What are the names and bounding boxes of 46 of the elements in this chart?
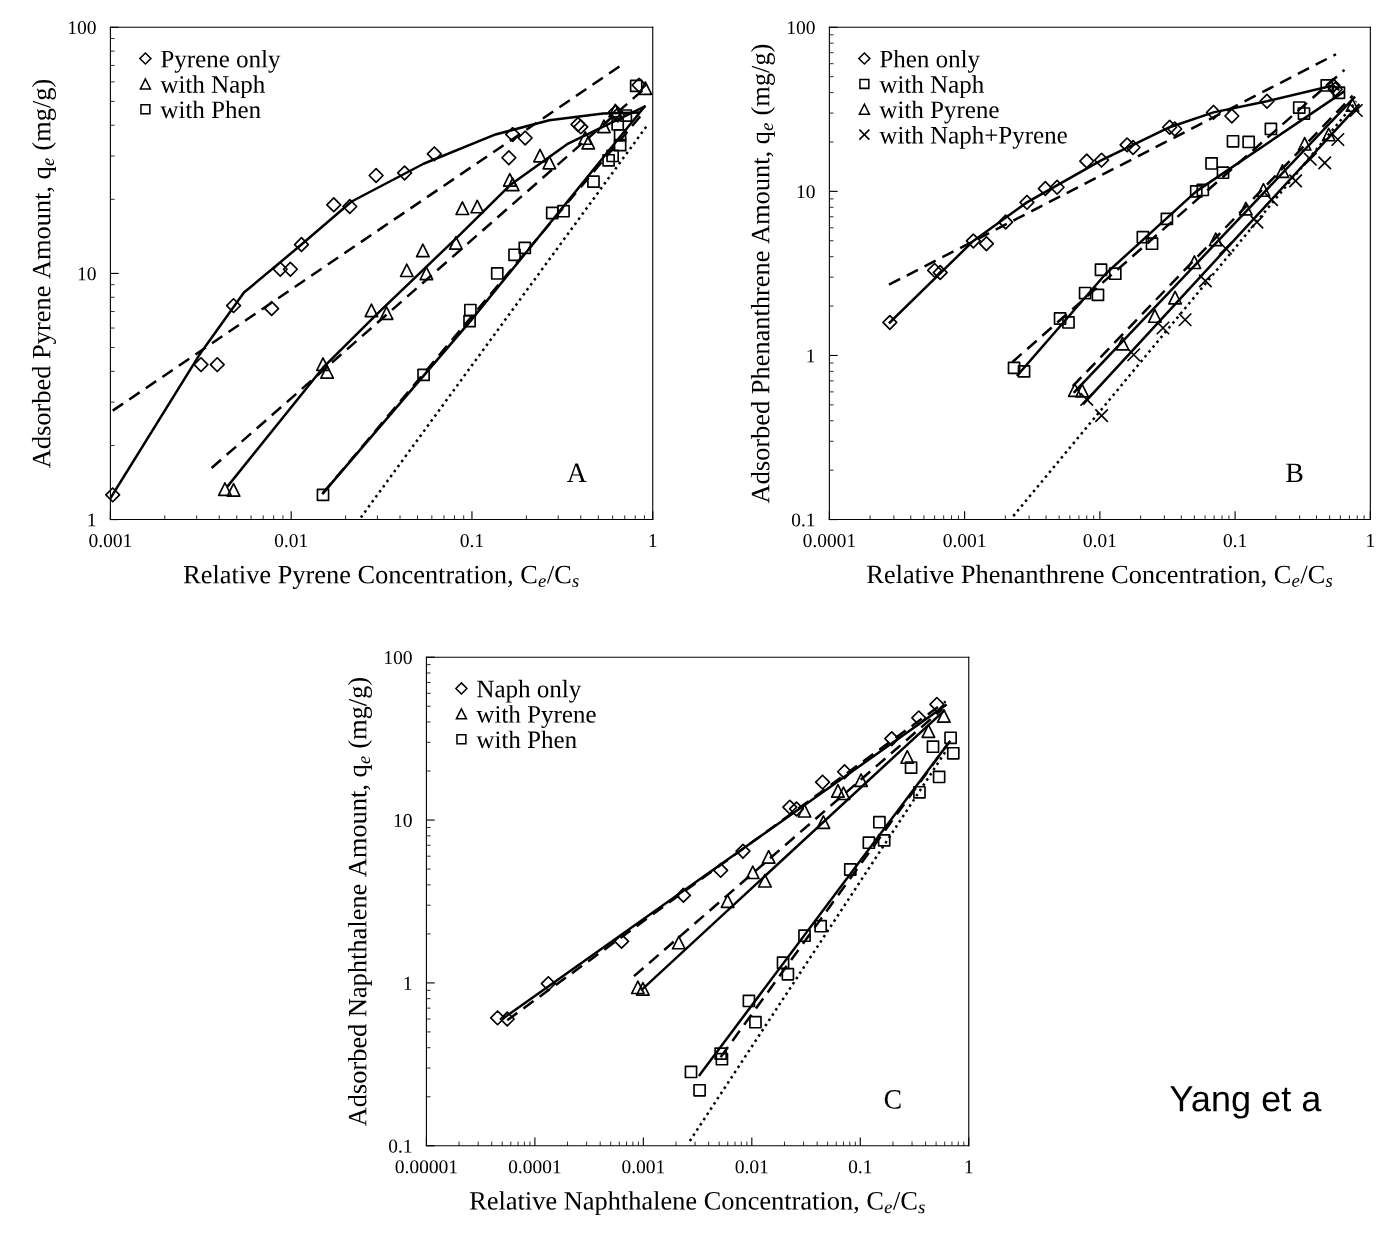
x-tick-label: 0.01 <box>735 1160 768 1174</box>
y-tick-label: 10 <box>78 267 96 281</box>
x-tick-label: 0.001 <box>622 1160 665 1174</box>
y-tick-label: 100 <box>385 651 412 665</box>
y-axis-title: Adsorbed Phenanthrene Amount, q$_{e}$ (mg/g) <box>750 44 775 504</box>
y-tick-label: 0.1 <box>791 513 815 527</box>
y-tick-label: 100 <box>69 21 96 35</box>
y-axis-title: Adsorbed Pyrene Amount, q$_{e}$ (mg/g) <box>31 79 56 468</box>
x-tick-label: 1 <box>1367 534 1375 547</box>
legend-label: Pyrene only <box>161 49 281 73</box>
legend-label: Phen only <box>880 49 980 73</box>
legend-label: with Phen <box>160 100 261 119</box>
x-tick-label: 1 <box>649 534 657 547</box>
x-tick-label: 0.01 <box>1083 534 1116 548</box>
legend-label: Naph only <box>477 679 582 703</box>
x-tick-label: 0.0001 <box>508 1160 561 1174</box>
legend-label: with Pyrene <box>476 705 596 728</box>
x-tick-label: 0.00001 <box>395 1160 457 1174</box>
legend-label: with Phen <box>476 730 577 749</box>
legend-label: with Naph <box>879 75 984 98</box>
y-axis-title: Adsorbed Naphthalene Amount, q$_{e}$ (mg/g) <box>347 678 372 1127</box>
y-tick-label: 10 <box>797 185 815 199</box>
x-tick-label: 0.001 <box>943 534 986 548</box>
x-tick-label: 0.0001 <box>803 534 855 548</box>
x-tick-label: 0.1 <box>848 1160 872 1174</box>
x-tick-label: 0.001 <box>89 534 132 548</box>
x-tick-label: 0.1 <box>460 534 483 548</box>
annotation: C <box>884 1090 901 1109</box>
x-tick-label: 0.01 <box>274 534 308 548</box>
x-tick-label: 1 <box>965 1160 973 1174</box>
y-tick-label: 1 <box>404 976 412 990</box>
x-axis-title: Relative Phenanthrene Concentration, C$_{e}$/C$_{s}$ <box>867 564 1333 588</box>
annotation: B <box>1286 463 1303 483</box>
x-tick-label: 0.1 <box>1223 534 1247 548</box>
x-axis-title: Relative Naphthalene Concentration, C$_{e}$/C$_{s}$ <box>469 1191 925 1216</box>
y-tick-label: 0.1 <box>388 1139 412 1153</box>
y-tick-label: 10 <box>394 813 412 827</box>
legend-label: with Naph <box>160 75 265 98</box>
annotation: A <box>567 463 587 482</box>
legend-label: with Naph+Pyrene <box>879 126 1067 149</box>
y-tick-label: 1 <box>88 513 96 527</box>
y-tick-label: 1 <box>807 349 815 363</box>
legend-label: with Pyrene <box>879 100 999 124</box>
y-tick-label: 100 <box>788 21 815 35</box>
x-axis-title: Relative Pyrene Concentration, C$_{e}$/C$_{s}$ <box>183 564 579 589</box>
text: Yang et a <box>1170 1086 1322 1119</box>
